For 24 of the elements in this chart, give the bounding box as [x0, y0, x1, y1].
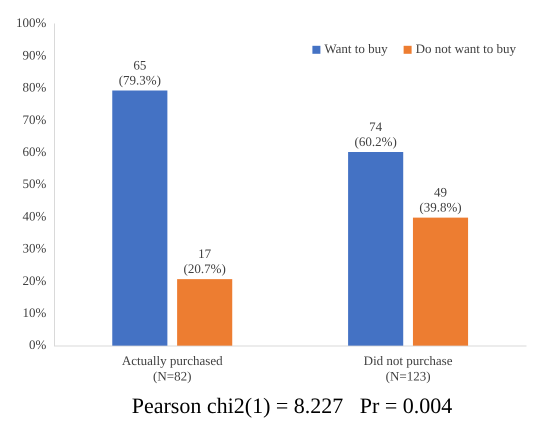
y-tick-label: 50%	[22, 176, 46, 192]
bar	[412, 218, 468, 346]
y-tick-label: 90%	[22, 47, 46, 62]
y-tick-label: 60%	[22, 144, 46, 160]
data-label: 17 (20.7%)	[184, 246, 226, 276]
y-tick-label: 80%	[22, 80, 46, 95]
y-tick-label: 10%	[22, 305, 46, 320]
text: Pearson chi2(1) = 8.227 Pr = 0.004	[130, 393, 454, 419]
legend-label: Do not want to buy	[416, 41, 516, 56]
y-tick-label: 40%	[22, 208, 46, 224]
y-tick-label: 0%	[28, 337, 46, 352]
y-tick-label: 70%	[22, 112, 46, 127]
legend-label: Want to buy	[324, 41, 388, 56]
x-tick-label: Did not purchase (N=123)	[364, 353, 453, 384]
y-tick-label: 100%	[16, 15, 46, 30]
bar	[112, 90, 168, 346]
data-label: 74 (60.2%)	[354, 118, 397, 149]
data-label: 49 (39.8%)	[419, 184, 462, 215]
x-tick-label: Actually purchased (N=82)	[122, 353, 224, 384]
bar	[348, 152, 404, 346]
data-label: 65 (79.3%)	[118, 57, 161, 88]
y-tick-label: 20%	[22, 272, 46, 288]
bar	[177, 279, 232, 346]
y-tick-label: 30%	[22, 240, 46, 256]
